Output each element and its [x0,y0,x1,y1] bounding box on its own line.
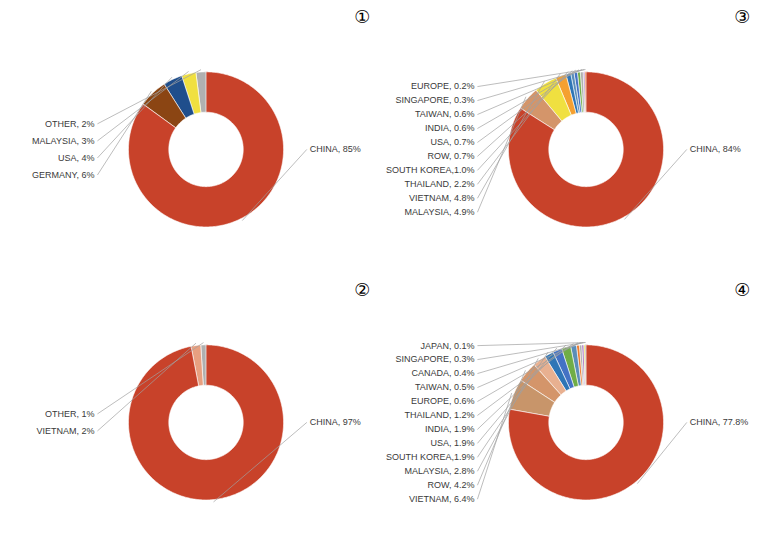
svg-text:④: ④ [734,279,750,300]
svg-text:GERMANY, 6%: GERMANY, 6% [32,170,94,180]
svg-text:①: ① [354,6,370,27]
svg-text:THAILAND, 1.2%: THAILAND, 1.2% [404,410,474,420]
svg-text:SOUTH KOREA,1.0%: SOUTH KOREA,1.0% [386,165,475,175]
svg-text:③: ③ [734,6,750,27]
svg-text:EUROPE, 0.2%: EUROPE, 0.2% [411,81,475,91]
svg-text:VIETNAM, 2%: VIETNAM, 2% [36,426,94,436]
svg-text:JAPAN, 0.1%: JAPAN, 0.1% [421,341,475,351]
svg-text:USA, 4%: USA, 4% [58,153,95,163]
svg-text:CANADA, 0.4%: CANADA, 0.4% [411,368,474,378]
svg-text:ROW, 0.7%: ROW, 0.7% [427,151,474,161]
svg-text:②: ② [354,279,370,300]
svg-text:MALAYSIA, 2.8%: MALAYSIA, 2.8% [405,466,475,476]
svg-text:CHINA, 84%: CHINA, 84% [690,144,741,154]
svg-text:USA, 1.9%: USA, 1.9% [430,438,474,448]
svg-text:ROW, 4.2%: ROW, 4.2% [427,480,474,490]
svg-text:VIETNAM, 6.4%: VIETNAM, 6.4% [409,494,475,504]
svg-text:OTHER, 2%: OTHER, 2% [45,119,95,129]
svg-text:INDIA, 1.9%: INDIA, 1.9% [425,424,475,434]
svg-text:TAIWAN, 0.5%: TAIWAN, 0.5% [415,382,475,392]
svg-text:CHINA, 97%: CHINA, 97% [310,417,361,427]
svg-text:EUROPE, 0.6%: EUROPE, 0.6% [411,396,475,406]
svg-text:OTHER, 1%: OTHER, 1% [45,409,95,419]
svg-text:MALAYSIA, 4.9%: MALAYSIA, 4.9% [405,207,475,217]
svg-text:USA, 0.7%: USA, 0.7% [430,137,474,147]
svg-text:MALAYSIA, 3%: MALAYSIA, 3% [32,136,94,146]
svg-text:CHINA, 77.8%: CHINA, 77.8% [690,417,749,427]
svg-text:SINGAPORE, 0.3%: SINGAPORE, 0.3% [395,354,474,364]
svg-text:THAILAND, 2.2%: THAILAND, 2.2% [404,179,474,189]
svg-text:TAIWAN, 0.6%: TAIWAN, 0.6% [415,109,475,119]
svg-text:SOUTH KOREA,1.9%: SOUTH KOREA,1.9% [386,452,475,462]
svg-text:CHINA, 85%: CHINA, 85% [310,144,361,154]
svg-text:SINGAPORE, 0.3%: SINGAPORE, 0.3% [395,95,474,105]
svg-text:VIETNAM, 4.8%: VIETNAM, 4.8% [409,193,475,203]
svg-text:INDIA, 0.6%: INDIA, 0.6% [425,123,475,133]
